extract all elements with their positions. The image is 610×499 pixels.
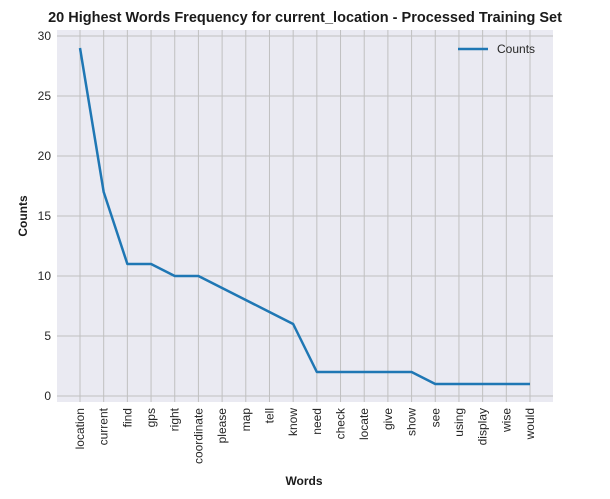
x-tick-label: please (215, 408, 229, 444)
x-tick-label: show (405, 408, 419, 436)
y-tick-label: 25 (38, 89, 52, 103)
y-tick-label: 10 (38, 269, 52, 283)
y-tick-label: 30 (38, 29, 52, 43)
x-axis-ticks: location current find gps right coordinate ple… (73, 407, 537, 464)
y-tick-label: 20 (38, 149, 52, 163)
x-axis-label: Words (285, 474, 322, 488)
series-layer (78, 47, 531, 386)
chart-title: 20 Highest Words Frequency for current_l… (48, 10, 562, 26)
y-tick-label: 5 (44, 329, 51, 343)
x-tick-label: know (286, 408, 300, 436)
x-tick-label: location (73, 408, 87, 449)
x-tick-label: locate (357, 408, 371, 440)
series-line (78, 47, 530, 386)
x-tick-label: need (310, 408, 324, 435)
x-tick-label: see (428, 408, 442, 428)
x-tick-label: check (334, 407, 348, 439)
x-tick-label: using (452, 408, 466, 437)
legend: Counts (458, 42, 535, 56)
y-axis-label: Counts (16, 195, 30, 237)
x-tick-label: right (168, 407, 182, 431)
x-tick-label: give (381, 408, 395, 430)
x-tick-label: tell (262, 408, 276, 423)
x-tick-label: display (476, 408, 490, 445)
legend-label: Counts (497, 42, 535, 56)
x-tick-label: map (239, 408, 253, 432)
y-tick-label: 15 (38, 209, 52, 223)
y-axis-ticks: 0 5 10 15 20 25 30 (38, 29, 52, 403)
x-tick-label: coordinate (191, 408, 205, 464)
x-tick-label: current (97, 407, 111, 445)
x-tick-label: gps (144, 408, 158, 427)
y-tick-label: 0 (44, 389, 51, 403)
grid-lines (57, 30, 553, 402)
x-tick-label: find (120, 408, 134, 427)
x-tick-label: would (523, 408, 537, 440)
x-tick-label: wise (499, 408, 513, 433)
